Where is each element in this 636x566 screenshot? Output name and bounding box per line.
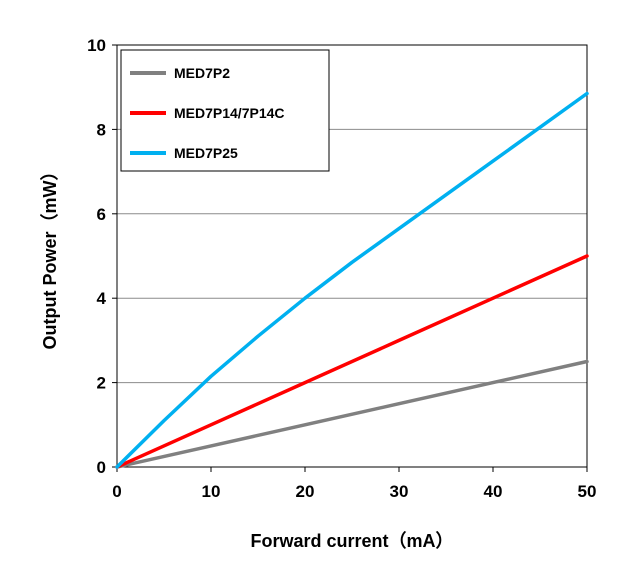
y-tick-label: 4 — [97, 289, 107, 308]
x-tick-label: 10 — [202, 482, 221, 501]
series-line-2 — [115, 254, 589, 469]
x-tick-label: 0 — [112, 482, 121, 501]
y-axis-title: Output Power（mW） — [40, 163, 60, 350]
axes: 0 2 4 6 8 10 0 10 20 30 40 50 — [87, 36, 596, 501]
y-tick-label: 2 — [97, 374, 106, 393]
legend: MED7P2 MED7P14/7P14C MED7P25 — [120, 49, 330, 172]
legend-label: MED7P14/7P14C — [174, 105, 285, 121]
x-tick-label: 50 — [578, 482, 597, 501]
y-tick-label: 8 — [97, 120, 106, 139]
series-line-1 — [115, 359, 589, 469]
series-line-3 — [115, 91, 589, 469]
series-layer — [115, 91, 589, 469]
x-tick-label: 40 — [484, 482, 503, 501]
y-tick-label: 0 — [97, 458, 106, 477]
x-tick-label: 20 — [296, 482, 315, 501]
legend-label: MED7P25 — [174, 145, 238, 161]
y-tick-label: 10 — [87, 36, 106, 55]
x-tick-label: 30 — [390, 482, 409, 501]
y-tick-label: 6 — [97, 205, 106, 224]
legend-label: MED7P2 — [174, 65, 230, 81]
x-axis-title: Forward current（mA） — [250, 531, 453, 551]
legend-box — [120, 49, 330, 172]
